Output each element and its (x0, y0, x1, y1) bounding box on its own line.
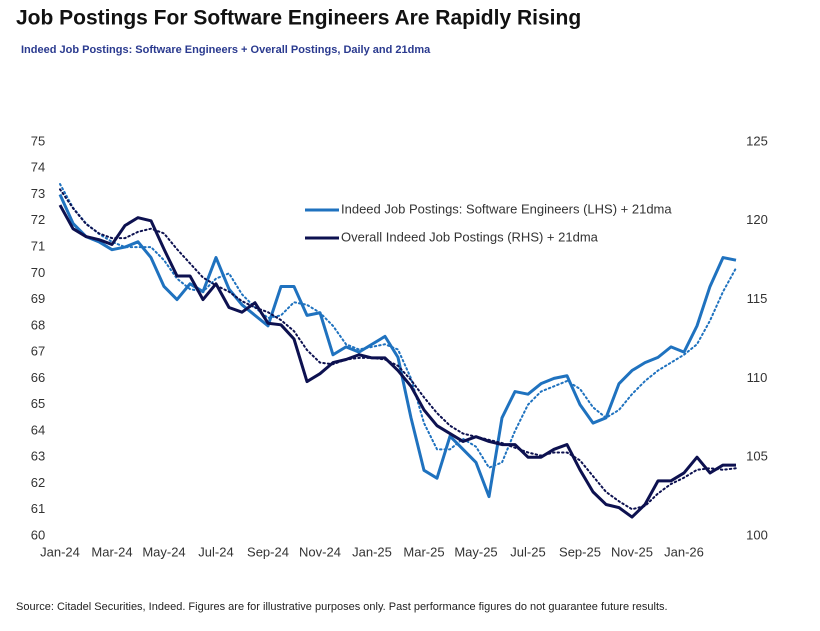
y-tick-label: 66 (31, 370, 45, 385)
y-tick-label: 69 (31, 291, 45, 306)
x-tick-label: May-25 (454, 544, 497, 559)
legend-label: Overall Indeed Job Postings (RHS) + 21dm… (341, 229, 599, 244)
chart-title: Job Postings For Software Engineers Are … (16, 7, 581, 30)
y-tick-label: 61 (31, 501, 45, 516)
x-tick-label: Nov-25 (611, 544, 653, 559)
y-tick-label: 60 (31, 527, 45, 542)
x-tick-label: Jul-25 (510, 544, 545, 559)
x-tick-label: Jan-24 (40, 544, 80, 559)
source-note: Source: Citadel Securities, Indeed. Figu… (16, 601, 668, 613)
x-tick-label: Mar-25 (403, 544, 444, 559)
x-tick-label: Mar-24 (91, 544, 132, 559)
y2-tick-label: 115 (747, 291, 768, 306)
series-line (59, 188, 737, 511)
y-tick-label: 67 (31, 344, 45, 359)
y-tick-label: 64 (31, 422, 45, 437)
x-tick-label: Jan-26 (664, 544, 704, 559)
y-tick-label: 75 (31, 133, 45, 148)
y-tick-label: 74 (31, 160, 45, 175)
x-tick-label: Sep-24 (247, 544, 289, 559)
y-tick-label: 65 (31, 396, 45, 411)
y-tick-label: 62 (31, 475, 45, 490)
y-tick-label: 72 (31, 212, 45, 227)
y2-tick-label: 105 (746, 449, 768, 464)
y2-tick-label: 125 (746, 133, 768, 148)
y2-tick-label: 100 (746, 527, 768, 542)
y2-tick-label: 120 (746, 212, 768, 227)
series-line (59, 183, 737, 469)
y-tick-label: 73 (31, 186, 45, 201)
y-tick-label: 63 (31, 449, 45, 464)
x-tick-label: Jan-25 (352, 544, 392, 559)
x-tick-label: Nov-24 (299, 544, 341, 559)
series-line (58, 193, 737, 499)
y-tick-label: 68 (31, 317, 45, 332)
legend-label: Indeed Job Postings: Software Engineers … (341, 201, 672, 216)
y-tick-label: 71 (31, 239, 45, 254)
y2-tick-label: 110 (747, 370, 768, 385)
x-tick-label: Jul-24 (198, 544, 233, 559)
x-tick-label: May-24 (142, 544, 185, 559)
y-tick-label: 70 (31, 265, 45, 280)
series-line (58, 204, 736, 519)
x-tick-label: Sep-25 (559, 544, 601, 559)
chart-subtitle: Indeed Job Postings: Software Engineers … (21, 44, 431, 56)
